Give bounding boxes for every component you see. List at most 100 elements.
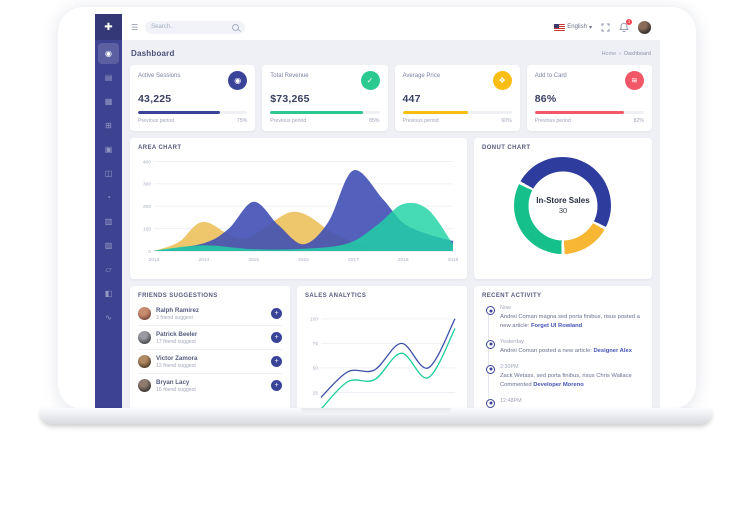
stat-card: Active Sessions ◉ 43,225 Previous period… <box>130 65 256 131</box>
dashboard-app: ✚ ◉ ▤ ▦ ⊞ ▣ ◫ ◔ ▥ ▨ ▱ ◧ ∿ ☰ Search.. <box>95 14 660 410</box>
friend-name: Ralph Ramirez <box>156 306 199 314</box>
sidebar-item-widgets[interactable]: ⊞ <box>105 121 112 130</box>
add-friend-button[interactable]: + <box>271 356 282 367</box>
sidebar-item-dashboard[interactable]: ◉ <box>98 43 119 64</box>
breadcrumb: Home › Dashboard <box>602 51 651 57</box>
breadcrumb-current: Dashboard <box>624 50 651 57</box>
stat-prev-label: Previous period <box>534 118 571 124</box>
donut-hole <box>528 171 598 240</box>
stat-value: $73,265 <box>270 93 310 105</box>
timeline-dot-icon <box>486 339 495 349</box>
laptop-base-notch <box>301 408 451 415</box>
friends-suggestions-card: FRIENDS SUGGESTIONS Ralph Ramirez 3 frie… <box>130 286 290 410</box>
sales-analytics-title: SALES ANALYTICS <box>305 293 367 299</box>
list-item: Bryan Lacy 16 friend suggest + <box>138 374 282 397</box>
tag-icon: ❖ <box>492 71 512 90</box>
stat-cards-row: Active Sessions ◉ 43,225 Previous period… <box>130 65 652 131</box>
stat-card: Add to Card ≋ 86% Previous period 82% <box>526 65 652 131</box>
activity-link[interactable]: Developer Moreno <box>533 381 584 388</box>
sidebar-item-tables[interactable]: ▥ <box>104 217 113 226</box>
search-icon <box>232 23 240 31</box>
activity-text: Zack Wetass, sed porta finibus, risus Ch… <box>500 372 632 388</box>
add-friend-button[interactable]: + <box>271 380 282 391</box>
stat-pct: 82% <box>633 118 644 124</box>
activity-time: 12:48PM <box>500 397 522 404</box>
svg-text:2013: 2013 <box>149 257 160 263</box>
sidebar-item-docs[interactable]: ◧ <box>104 289 113 298</box>
activity-item: 2:30PM Zack Wetass, sed porta finibus, r… <box>484 364 644 390</box>
recent-activity-card: RECENT ACTIVITY Now Andrei Coman magna s… <box>474 286 652 410</box>
activity-text: Andrei Coman posted a new article: Desig… <box>500 347 632 354</box>
svg-text:2019: 2019 <box>448 257 459 263</box>
sidebar-item-layouts[interactable]: ◫ <box>104 169 113 178</box>
fullscreen-icon[interactable] <box>601 23 610 32</box>
breadcrumb-home[interactable]: Home <box>601 50 617 57</box>
notification-badge: 3 <box>626 18 632 25</box>
svg-text:2017: 2017 <box>348 257 359 263</box>
friends-title: FRIENDS SUGGESTIONS <box>138 293 218 299</box>
svg-text:200: 200 <box>143 204 151 210</box>
avatar <box>138 307 151 320</box>
svg-text:25: 25 <box>313 390 319 396</box>
sidebar-item-history[interactable]: ◔ <box>106 193 111 202</box>
area-chart: 0 100 200 300 400 2013 2014 2015 2016 2017 2018 201… <box>143 159 459 263</box>
list-item: Ralph Ramirez 3 friend suggest + <box>138 302 282 326</box>
stat-value: 447 <box>402 93 421 105</box>
sidebar-item-maps[interactable]: ▱ <box>105 265 112 274</box>
donut-chart: In-Store Sales 30 <box>514 157 612 254</box>
add-friend-button[interactable]: + <box>271 332 282 343</box>
svg-text:100: 100 <box>310 317 318 323</box>
progress-fill <box>138 111 220 114</box>
svg-text:75: 75 <box>313 341 319 347</box>
stat-title: Active Sessions <box>138 73 181 79</box>
language-selector[interactable]: English ▾ <box>554 23 592 31</box>
avatar <box>138 379 151 392</box>
svg-text:2018: 2018 <box>398 257 409 263</box>
sidebar-item-apps[interactable]: ▦ <box>104 97 113 106</box>
sidebar-item-charts[interactable]: ▨ <box>104 241 113 250</box>
avatar <box>138 331 151 344</box>
progress-fill <box>270 111 364 114</box>
friend-name: Patrick Beeler <box>156 330 198 338</box>
stat-pct: 60% <box>501 118 512 124</box>
app-logo-icon[interactable]: ✚ <box>95 14 122 40</box>
stack-icon: ≋ <box>625 71 644 90</box>
menu-toggle-icon[interactable]: ☰ <box>131 22 139 32</box>
search-placeholder: Search.. <box>151 24 174 30</box>
activity-time: 2:30PM <box>500 363 519 370</box>
progress-track <box>270 111 380 114</box>
sidebar-item-pages[interactable]: ▣ <box>104 145 113 154</box>
svg-text:50: 50 <box>313 366 319 372</box>
stat-prev-label: Previous period <box>138 118 175 124</box>
friend-name: Bryan Lacy <box>156 378 190 386</box>
svg-text:2015: 2015 <box>248 257 259 263</box>
stat-prev-label: Previous period <box>270 118 307 124</box>
activity-link[interactable]: Designer Alex <box>593 347 632 354</box>
page-title: Dashboard <box>131 49 175 58</box>
sidebar-item-projects[interactable]: ▤ <box>104 73 113 82</box>
activity-link[interactable]: Forget UI Rowland <box>530 322 583 329</box>
timeline-dot-icon <box>486 306 495 315</box>
chevron-down-icon: ▾ <box>588 24 592 31</box>
activity-item: Now Andrei Coman magna sed porta finibus… <box>484 305 644 331</box>
notifications-button[interactable]: 3 <box>619 18 632 33</box>
stat-value: 43,225 <box>138 93 172 105</box>
us-flag-icon <box>554 23 566 31</box>
stat-card: Total Revenue ✓ $73,265 Previous period … <box>262 65 388 131</box>
list-item: Patrick Beeler 17 friend suggest + <box>138 326 282 350</box>
activity-time: Now <box>500 305 511 311</box>
disc-icon: ◉ <box>228 71 248 90</box>
sidebar-item-share[interactable]: ∿ <box>105 313 112 322</box>
donut-center-value: 30 <box>558 206 568 215</box>
page-content: Dashboard Home › Dashboard Active Sessio… <box>122 40 660 410</box>
user-avatar[interactable] <box>638 20 651 34</box>
sales-analytics-chart: 25 50 75 100 <box>310 317 456 410</box>
laptop-screen-bezel: ✚ ◉ ▤ ▦ ⊞ ▣ ◫ ◔ ▥ ▨ ▱ ◧ ∿ ☰ Search.. <box>57 6 697 410</box>
search-input[interactable]: Search.. <box>145 20 246 34</box>
add-friend-button[interactable]: + <box>271 308 282 319</box>
friend-sub: 12 friend suggest <box>156 362 196 369</box>
donut-chart-card: DONUT CHART In-Store Sales 30 <box>474 138 652 279</box>
sales-analytics-card: SALES ANALYTICS 25 50 75 100 <box>297 286 467 410</box>
progress-fill <box>534 111 625 114</box>
svg-text:300: 300 <box>143 182 151 188</box>
